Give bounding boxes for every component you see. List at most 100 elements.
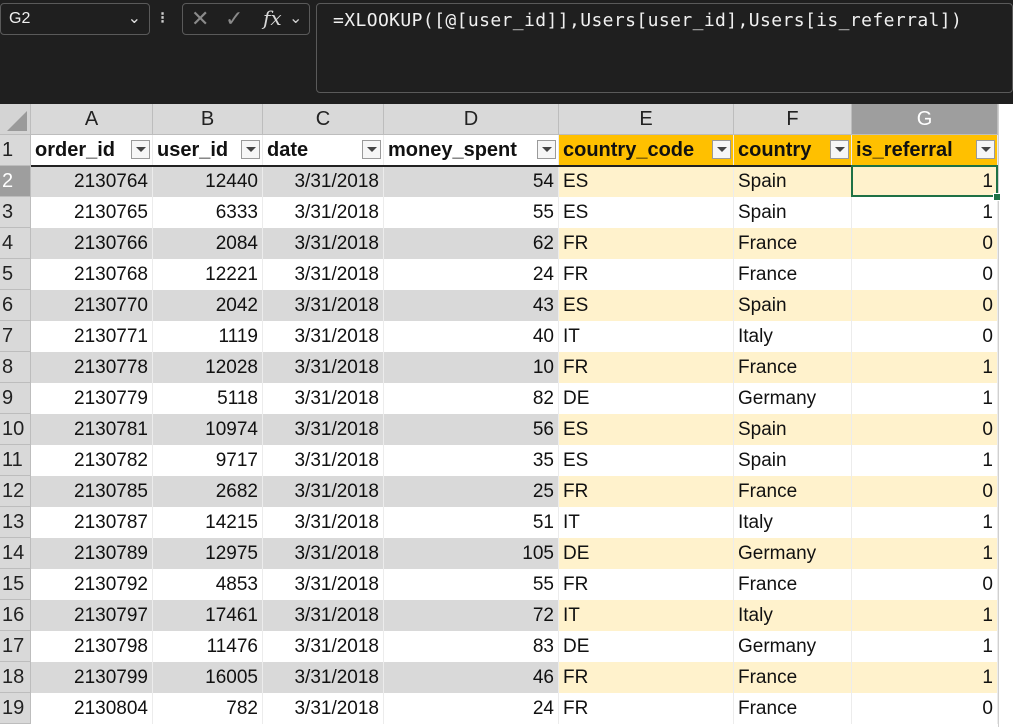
table-cell-date[interactable]: 3/31/2018 [263,321,384,352]
table-cell-is-referral[interactable]: 1 [852,197,998,228]
table-cell-date[interactable]: 3/31/2018 [263,197,384,228]
table-cell-is-referral[interactable]: 0 [852,693,998,724]
table-cell-is-referral[interactable]: 0 [852,290,998,321]
column-header-e[interactable]: E [559,104,734,135]
table-cell-user-id[interactable]: 16005 [153,662,263,693]
table-cell-country[interactable]: Spain [734,414,852,445]
row-header[interactable]: 8 [0,352,31,383]
table-cell-date[interactable]: 3/31/2018 [263,507,384,538]
table-cell-order-id[interactable]: 2130798 [31,631,153,662]
table-cell-is-referral[interactable]: 1 [852,383,998,414]
table-cell-money-spent[interactable]: 105 [384,538,559,569]
table-cell-money-spent[interactable]: 51 [384,507,559,538]
table-cell-order-id[interactable]: 2130768 [31,259,153,290]
row-header[interactable]: 12 [0,476,31,507]
table-cell-order-id[interactable]: 2130782 [31,445,153,476]
filter-dropdown-icon[interactable] [712,140,731,159]
table-cell-country[interactable]: Germany [734,538,852,569]
chevron-down-icon[interactable]: ⌄ [289,10,303,27]
table-cell-country[interactable]: France [734,228,852,259]
table-cell-country[interactable]: Spain [734,290,852,321]
table-cell-country-code[interactable]: FR [559,569,734,600]
table-cell-date[interactable]: 3/31/2018 [263,631,384,662]
table-cell-country-code[interactable]: FR [559,693,734,724]
name-box[interactable]: G2 ⌄ [0,3,150,35]
chevron-down-icon[interactable]: ⌄ [127,10,141,27]
table-cell-country[interactable]: Germany [734,383,852,414]
table-cell-country-code[interactable]: ES [559,445,734,476]
table-cell-user-id[interactable]: 782 [153,693,263,724]
table-cell-user-id[interactable]: 2042 [153,290,263,321]
table-header-date[interactable]: date [263,135,384,166]
filter-dropdown-icon[interactable] [362,140,381,159]
table-cell-country-code[interactable]: DE [559,631,734,662]
table-cell-user-id[interactable]: 6333 [153,197,263,228]
column-header-g[interactable]: G [852,104,998,135]
table-cell-money-spent[interactable]: 24 [384,259,559,290]
insert-function-icon[interactable]: fx [263,6,282,30]
table-cell-country-code[interactable]: ES [559,197,734,228]
table-cell-is-referral[interactable]: 1 [852,445,998,476]
table-cell-money-spent[interactable]: 83 [384,631,559,662]
row-header[interactable]: 7 [0,321,31,352]
table-cell-date[interactable]: 3/31/2018 [263,600,384,631]
table-cell-money-spent[interactable]: 35 [384,445,559,476]
table-cell-is-referral[interactable]: 0 [852,228,998,259]
cancel-icon[interactable]: ✕ [191,6,210,31]
table-cell-user-id[interactable]: 14215 [153,507,263,538]
filter-dropdown-icon[interactable] [131,140,150,159]
formula-text[interactable]: =XLOOKUP([@[user_id]],Users[user_id],Use… [333,10,963,31]
column-header-a[interactable]: A [31,104,153,135]
table-cell-country-code[interactable]: IT [559,507,734,538]
table-cell-date[interactable]: 3/31/2018 [263,662,384,693]
table-cell-date[interactable]: 3/31/2018 [263,569,384,600]
table-cell-country[interactable]: Spain [734,197,852,228]
active-cell-selection[interactable] [851,165,998,197]
table-cell-is-referral[interactable]: 0 [852,259,998,290]
row-header[interactable]: 5 [0,259,31,290]
table-cell-country[interactable]: France [734,259,852,290]
table-cell-country-code[interactable]: ES [559,290,734,321]
table-cell-country-code[interactable]: IT [559,600,734,631]
table-cell-order-id[interactable]: 2130781 [31,414,153,445]
table-cell-money-spent[interactable]: 25 [384,476,559,507]
row-header[interactable]: 1 [0,135,31,166]
table-cell-date[interactable]: 3/31/2018 [263,228,384,259]
table-cell-order-id[interactable]: 2130797 [31,600,153,631]
row-header[interactable]: 16 [0,600,31,631]
table-cell-is-referral[interactable]: 1 [852,631,998,662]
column-header-d[interactable]: D [384,104,559,135]
table-cell-country[interactable]: Germany [734,631,852,662]
table-cell-order-id[interactable]: 2130764 [31,166,153,197]
table-cell-user-id[interactable]: 9717 [153,445,263,476]
table-cell-country[interactable]: Italy [734,321,852,352]
table-cell-user-id[interactable]: 10974 [153,414,263,445]
table-cell-is-referral[interactable]: 0 [852,476,998,507]
table-header-country[interactable]: country [734,135,852,166]
table-cell-is-referral[interactable]: 1 [852,662,998,693]
table-header-order-id[interactable]: order_id [31,135,153,166]
select-all-button[interactable] [0,104,31,135]
filter-dropdown-icon[interactable] [976,140,995,159]
table-cell-is-referral[interactable]: 1 [852,538,998,569]
column-header-f[interactable]: F [734,104,852,135]
table-cell-country-code[interactable]: FR [559,476,734,507]
table-cell-country-code[interactable]: FR [559,259,734,290]
table-cell-date[interactable]: 3/31/2018 [263,290,384,321]
table-cell-date[interactable]: 3/31/2018 [263,693,384,724]
table-cell-order-id[interactable]: 2130789 [31,538,153,569]
table-cell-money-spent[interactable]: 43 [384,290,559,321]
row-header[interactable]: 10 [0,414,31,445]
table-cell-user-id[interactable]: 11476 [153,631,263,662]
table-cell-user-id[interactable]: 2084 [153,228,263,259]
table-cell-date[interactable]: 3/31/2018 [263,538,384,569]
formula-input[interactable]: =XLOOKUP([@[user_id]],Users[user_id],Use… [316,3,1013,93]
table-cell-country-code[interactable]: IT [559,321,734,352]
row-header[interactable]: 18 [0,662,31,693]
table-cell-user-id[interactable]: 1119 [153,321,263,352]
column-header-c[interactable]: C [263,104,384,135]
row-header[interactable]: 3 [0,197,31,228]
table-cell-order-id[interactable]: 2130787 [31,507,153,538]
table-cell-date[interactable]: 3/31/2018 [263,352,384,383]
row-header[interactable]: 9 [0,383,31,414]
